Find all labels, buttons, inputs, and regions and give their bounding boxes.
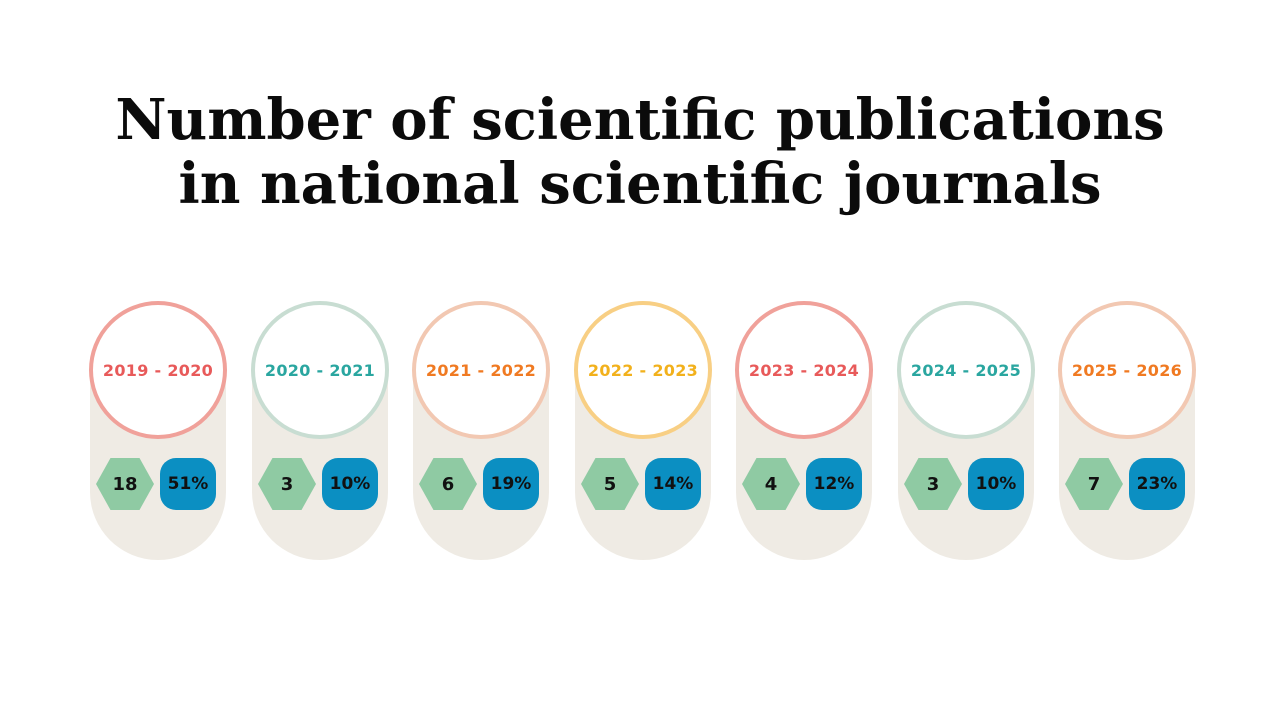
period-label: 2021 - 2022 <box>425 360 537 380</box>
publication-count-badge: 5 <box>581 458 639 510</box>
chart-title: Number of scientific publications in nat… <box>0 88 1280 216</box>
percentage-badge: 19% <box>483 458 539 510</box>
percentage-badge: 51% <box>160 458 216 510</box>
period-card: 2025 - 2026 7 23% <box>1057 300 1197 560</box>
period-label: 2020 - 2021 <box>264 360 376 380</box>
period-card: 2024 - 2025 3 10% <box>896 300 1036 560</box>
period-ring: 2025 - 2026 <box>1058 301 1196 439</box>
period-label: 2022 - 2023 <box>587 360 699 380</box>
period-ring: 2022 - 2023 <box>574 301 712 439</box>
period-card: 2019 - 2020 18 51% <box>88 300 228 560</box>
percentage-badge: 12% <box>806 458 862 510</box>
period-card: 2023 - 2024 4 12% <box>734 300 874 560</box>
period-label: 2019 - 2020 <box>102 360 214 380</box>
chart-title-line-2: in national scientific journals <box>178 151 1102 217</box>
publication-count-badge: 4 <box>742 458 800 510</box>
chart-title-line-1: Number of scientific publications <box>115 87 1165 153</box>
period-ring: 2019 - 2020 <box>89 301 227 439</box>
period-ring: 2020 - 2021 <box>251 301 389 439</box>
period-card: 2020 - 2021 3 10% <box>250 300 390 560</box>
period-card: 2022 - 2023 5 14% <box>573 300 713 560</box>
percentage-badge: 14% <box>645 458 701 510</box>
publication-count-badge: 3 <box>904 458 962 510</box>
period-ring: 2021 - 2022 <box>412 301 550 439</box>
period-label: 2025 - 2026 <box>1071 360 1183 380</box>
period-ring: 2023 - 2024 <box>735 301 873 439</box>
percentage-badge: 10% <box>322 458 378 510</box>
period-ring: 2024 - 2025 <box>897 301 1035 439</box>
period-label: 2023 - 2024 <box>748 360 860 380</box>
percentage-badge: 10% <box>968 458 1024 510</box>
period-card: 2021 - 2022 6 19% <box>411 300 551 560</box>
percentage-badge: 23% <box>1129 458 1185 510</box>
period-label: 2024 - 2025 <box>910 360 1022 380</box>
